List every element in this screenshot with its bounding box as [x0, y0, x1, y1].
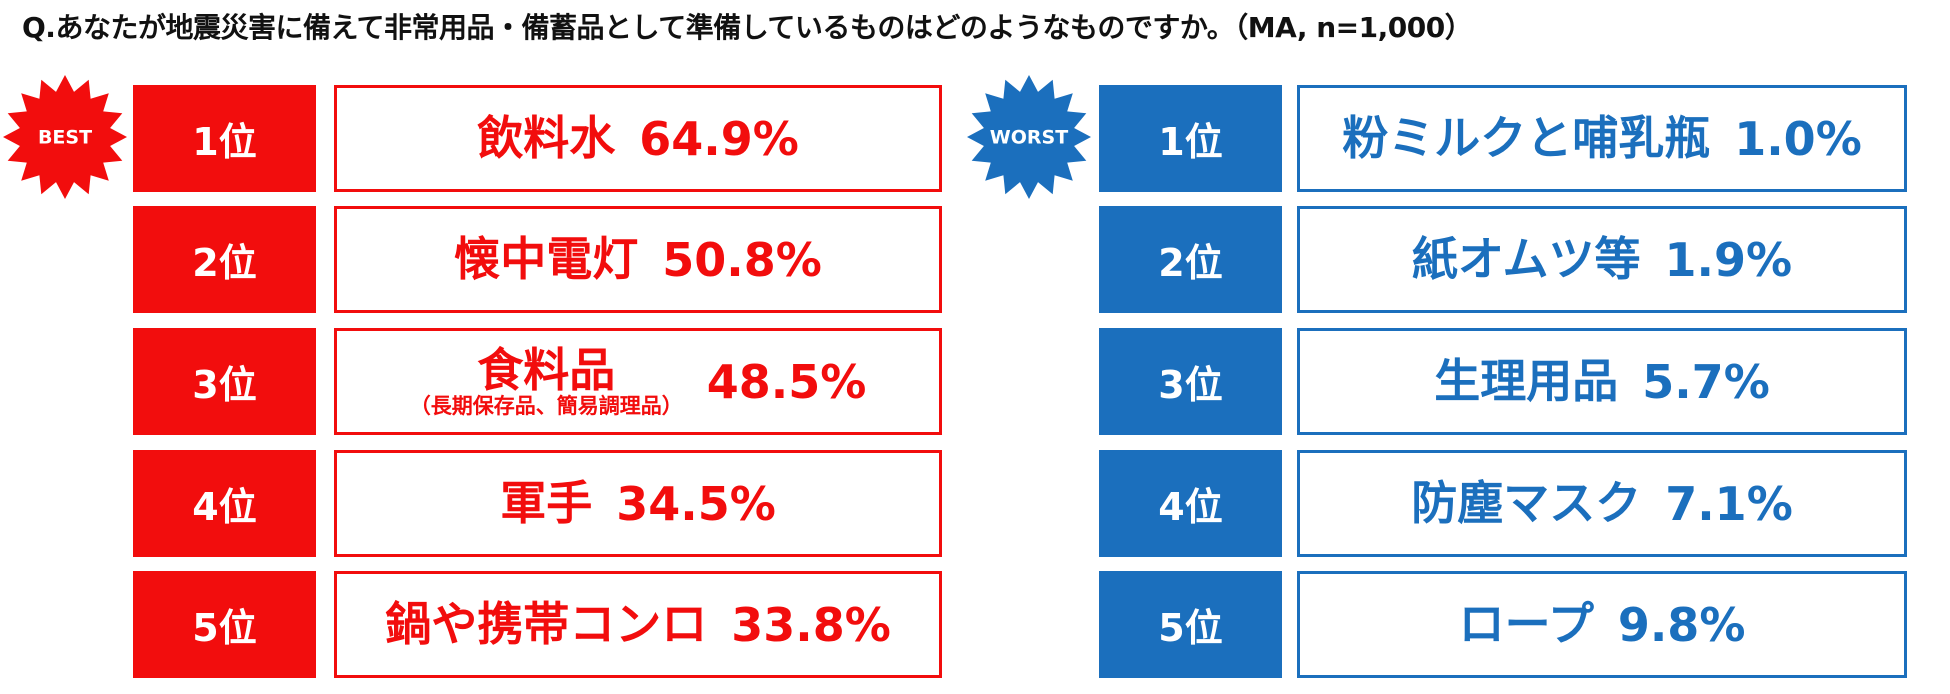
title: Q.あなたが地震災害に備えて非常用品・備蓄品として準備しているものはどのようなも…: [22, 11, 1473, 44]
item-value: 48.5%: [706, 354, 867, 409]
rank-box: 3位: [1099, 328, 1282, 435]
item-note: （長期保存品、簡易調理品）: [409, 393, 683, 418]
rank-box: 3位: [133, 328, 316, 435]
item-box: 軍手 34.5%: [334, 450, 942, 557]
rank-box: 1位: [1099, 85, 1282, 192]
item-box: 紙オムツ等 1.9%: [1297, 206, 1907, 313]
badge-label: WORST: [990, 127, 1068, 149]
item-box: 鍋や携帯コンロ 33.8%: [334, 571, 942, 678]
item-label: 食料品: [477, 343, 616, 398]
item-label-group: 生理用品: [1434, 354, 1619, 409]
item-value: 1.0%: [1734, 111, 1862, 166]
item-box: 食料品 （長期保存品、簡易調理品） 48.5%: [334, 328, 942, 435]
item-box: 飲料水 64.9%: [334, 85, 942, 192]
item-box: 粉ミルクと哺乳瓶 1.0%: [1297, 85, 1907, 192]
rank-box: 5位: [133, 571, 316, 678]
item-value: 7.1%: [1665, 476, 1793, 531]
rank-box: 4位: [1099, 450, 1282, 557]
item-label-group: 粉ミルクと哺乳瓶: [1342, 111, 1711, 166]
rank-box: 5位: [1099, 571, 1282, 678]
item-value: 34.5%: [616, 476, 776, 531]
item-label-group: 鍋や携帯コンロ: [385, 597, 708, 652]
item-label: 生理用品: [1434, 354, 1619, 409]
item-label-group: 飲料水: [477, 111, 616, 166]
item-value: 50.8%: [662, 232, 822, 287]
rank-box: 2位: [1099, 206, 1282, 313]
rank-box: 4位: [133, 450, 316, 557]
starburst: [3, 75, 127, 199]
rank-box: 1位: [133, 85, 316, 192]
item-label-group: 防塵マスク: [1411, 476, 1642, 531]
item-value: 9.8%: [1617, 597, 1746, 652]
item-label-group: ロープ: [1458, 597, 1594, 652]
item-label: 鍋や携帯コンロ: [385, 597, 708, 652]
item-label-group: 食料品 （長期保存品、簡易調理品）: [409, 343, 683, 418]
item-box: ロープ 9.8%: [1297, 571, 1907, 678]
item-label: 紙オムツ等: [1411, 232, 1641, 287]
starburst: [967, 75, 1091, 199]
item-value: 1.9%: [1664, 232, 1793, 287]
item-box: 生理用品 5.7%: [1297, 328, 1907, 435]
badge: WORST: [967, 75, 1091, 199]
item-label: 粉ミルクと哺乳瓶: [1342, 111, 1711, 166]
item-box: 防塵マスク 7.1%: [1297, 450, 1907, 557]
badge-label: BEST: [38, 127, 92, 149]
item-label-group: 軍手: [500, 476, 593, 531]
item-value: 64.9%: [639, 111, 799, 166]
item-label: 防塵マスク: [1411, 476, 1642, 531]
item-box: 懐中電灯 50.8%: [334, 206, 942, 313]
item-label: 懐中電灯: [454, 232, 639, 287]
item-label: 軍手: [500, 476, 593, 531]
item-label: ロープ: [1458, 597, 1594, 652]
rank-box: 2位: [133, 206, 316, 313]
item-label: 飲料水: [477, 111, 616, 166]
badge: BEST: [3, 75, 127, 199]
item-value: 33.8%: [731, 597, 891, 652]
item-label-group: 紙オムツ等: [1411, 232, 1641, 287]
item-value: 5.7%: [1642, 354, 1770, 409]
item-label-group: 懐中電灯: [454, 232, 639, 287]
